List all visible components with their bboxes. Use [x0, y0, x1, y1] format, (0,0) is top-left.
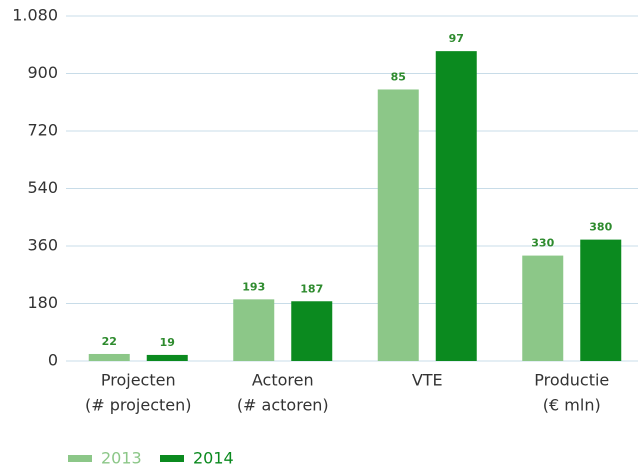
- data-label: 187: [300, 282, 323, 295]
- data-label: 19: [160, 336, 175, 349]
- legend-swatch: [160, 455, 184, 462]
- x-tick-label: (# projecten): [85, 396, 192, 415]
- bar: [377, 89, 419, 361]
- y-tick-label: 720: [27, 121, 58, 140]
- legend-label: 2013: [101, 449, 142, 466]
- x-tick-label: Projecten: [101, 371, 176, 390]
- x-tick-label: (# actoren): [237, 396, 329, 415]
- bar: [233, 299, 275, 361]
- data-label: 85: [391, 70, 406, 83]
- x-tick-label: Productie: [534, 371, 609, 390]
- x-tick-label: Actoren: [252, 371, 314, 390]
- x-tick-label: (€ mln): [543, 396, 601, 415]
- bar: [291, 301, 333, 361]
- bar: [146, 354, 188, 361]
- bar: [580, 239, 622, 361]
- data-label: 330: [531, 237, 554, 250]
- x-tick-label: VTE: [412, 371, 443, 390]
- y-tick-label: 180: [27, 293, 58, 312]
- y-tick-label: 0: [48, 351, 58, 370]
- y-tick-label: 360: [27, 236, 58, 255]
- y-tick-label: 540: [27, 178, 58, 197]
- legend-label: 2014: [193, 449, 234, 466]
- legend-swatch: [68, 455, 92, 462]
- data-label: 193: [242, 280, 265, 293]
- bar: [88, 353, 130, 361]
- data-label: 97: [449, 32, 464, 45]
- bar: [435, 51, 477, 362]
- bar: [522, 255, 564, 361]
- y-tick-label: 1.080: [12, 6, 58, 25]
- data-label: 380: [589, 221, 612, 234]
- y-tick-label: 900: [27, 63, 58, 82]
- data-label: 22: [102, 335, 117, 348]
